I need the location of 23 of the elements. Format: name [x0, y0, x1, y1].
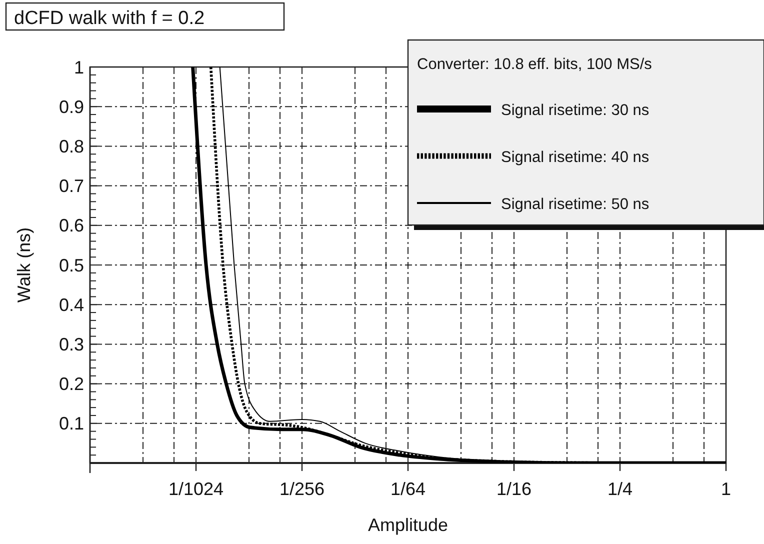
- x-tick-label: 1/256: [279, 479, 325, 499]
- x-tick-label: 1/64: [390, 479, 426, 499]
- x-tick-label: 1/1024: [168, 479, 224, 499]
- y-axis-title: Walk (ns): [14, 227, 34, 303]
- legend-title: Converter: 10.8 eff. bits, 100 MS/s: [417, 56, 652, 73]
- x-tick-label: 1: [720, 479, 732, 499]
- x-tick-label: 1/4: [607, 479, 633, 499]
- y-tick-label: 0.6: [58, 216, 84, 236]
- y-tick-label: 0.4: [58, 294, 84, 315]
- y-tick-label: 0.9: [58, 96, 84, 117]
- chart-title: dCFD walk with f = 0.2: [14, 8, 205, 29]
- legend-label: Signal risetime: 50 ns: [501, 196, 650, 213]
- y-tick-label: 0.7: [58, 176, 84, 196]
- y-tick-label: 0.3: [58, 334, 84, 354]
- y-tick-label: 0.5: [58, 255, 84, 276]
- y-tick-label: 0.2: [58, 374, 84, 394]
- legend-label: Signal risetime: 40 ns: [501, 149, 650, 166]
- x-tick-label: 1/16: [496, 479, 532, 499]
- legend-label: Signal risetime: 30 ns: [501, 102, 650, 119]
- y-tick-label: 0.1: [58, 414, 84, 434]
- y-tick-label: 1: [74, 57, 84, 78]
- x-axis-title: Amplitude: [368, 515, 448, 535]
- y-tick-label: 0.8: [58, 136, 84, 156]
